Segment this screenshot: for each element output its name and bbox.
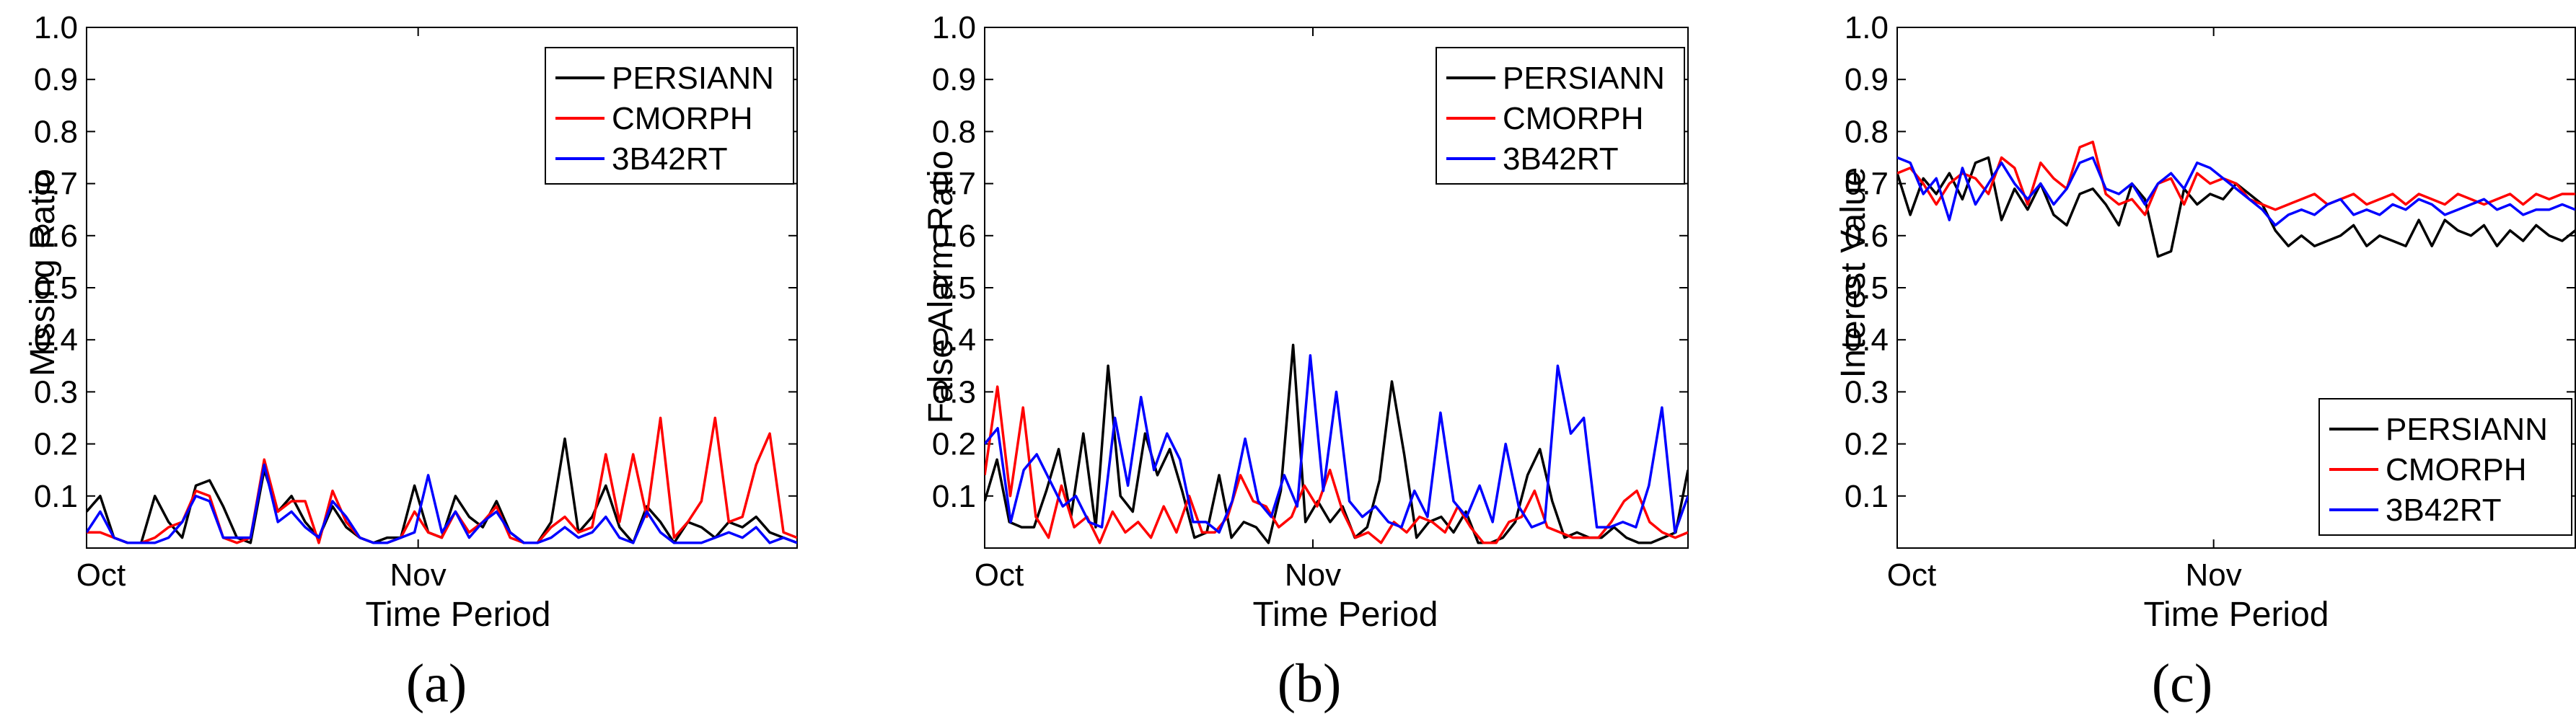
y-tick-label-b: 1.0 [932, 10, 976, 45]
legend-label-cmorph-a: CMORPH [612, 101, 753, 136]
legend-label-persiann-a: PERSIANN [612, 61, 774, 96]
x-tick-label-a: Oct [76, 557, 126, 593]
plot-area-c: 0.1 0.2 0.3 0.4 0.5 0.6 0.7 0.8 0.9 1.0 Oct Nov PERS… [1845, 10, 2576, 593]
y-tick-label-b: 0.8 [932, 114, 976, 149]
panel-b: 0.1 0.2 0.3 0.4 0.5 0.6 0.7 0.8 0.9 1.0 Oct Nov PERS… [922, 10, 1689, 714]
y-tick-label-a: 0.8 [34, 114, 78, 149]
legend-label-persiann-c: PERSIANN [2386, 412, 2548, 447]
plot-area-a: 0.1 0.2 0.3 0.4 0.5 0.6 0.7 0.8 0.9 1.0 Oct Nov PERS… [34, 10, 798, 593]
y-tick-label-a: 0.3 [34, 374, 78, 410]
series-line-cmorph-c [1897, 141, 2575, 216]
panel-c: 0.1 0.2 0.3 0.4 0.5 0.6 0.7 0.8 0.9 1.0 Oct Nov PERS… [1834, 10, 2576, 714]
series-line-cmorph-a [87, 416, 797, 544]
x-tick-label-c: Oct [1887, 557, 1936, 593]
y-tick-label-b: 0.5 [932, 270, 976, 306]
series-group-b [985, 343, 1688, 544]
legend-box-c [2318, 398, 2572, 536]
series-line-cmorph-b [985, 385, 1688, 544]
y-tick-label-c: 0.9 [1845, 62, 1889, 97]
x-axis-label-c: Time Period [2144, 596, 2329, 634]
legend-c: PERSIANN CMORPH 3B42RT [2318, 398, 2572, 536]
y-axis-label-a: Missing Ratio [24, 169, 62, 376]
y-tick-label-c: 1.0 [1845, 10, 1889, 45]
legend-label-3b42rt-c: 3B42RT [2386, 493, 2502, 528]
series-group-c [1897, 141, 2575, 258]
y-tick-label-c: 0.8 [1845, 114, 1889, 149]
x-tick-label-a: Nov [390, 557, 447, 593]
x-axis-label-b: Time Period [1253, 596, 1438, 634]
x-tick-label-b: Nov [1285, 557, 1341, 593]
y-tick-label-b: 0.4 [932, 322, 976, 358]
legend-label-3b42rt-b: 3B42RT [1503, 141, 1619, 177]
y-tick-label-a: 0.7 [34, 167, 78, 202]
y-axis-label-c: Interest Value [1834, 167, 1873, 379]
legend-box-b [1436, 47, 1685, 185]
series-line-persiann-c [1897, 156, 2575, 258]
y-tick-label-b: 0.1 [932, 479, 976, 514]
y-tick-label-c: 0.6 [1845, 218, 1889, 254]
y-tick-label-c: 0.7 [1845, 167, 1889, 202]
panel-label-b: (b) [1278, 653, 1342, 714]
legend-box-a [545, 47, 794, 185]
y-tick-label-a: 0.2 [34, 427, 78, 462]
series-group-a [87, 416, 797, 544]
legend-label-cmorph-b: CMORPH [1503, 101, 1644, 136]
panel-a: 0.1 0.2 0.3 0.4 0.5 0.6 0.7 0.8 0.9 1.0 Oct Nov PERS… [24, 10, 798, 714]
legend-a: PERSIANN CMORPH 3B42RT [545, 47, 794, 185]
panel-label-a: (a) [406, 653, 467, 714]
plot-area-b: 0.1 0.2 0.3 0.4 0.5 0.6 0.7 0.8 0.9 1.0 Oct Nov PERS… [932, 10, 1689, 593]
y-tick-label-c: 0.1 [1845, 479, 1889, 514]
y-axis-label-b: False Alarm Ratio [922, 151, 960, 424]
y-tick-label-c: 0.2 [1845, 427, 1889, 462]
series-line-3b42rt-a [87, 463, 797, 544]
legend-label-3b42rt-a: 3B42RT [612, 141, 728, 177]
y-tick-label-b: 0.2 [932, 427, 976, 462]
y-tick-label-a: 0.6 [34, 218, 78, 254]
y-tick-label-a: 0.9 [34, 62, 78, 97]
series-line-3b42rt-c [1897, 156, 2575, 227]
legend-label-persiann-b: PERSIANN [1503, 61, 1665, 96]
x-tick-label-c: Nov [2186, 557, 2242, 593]
y-tick-label-a: 1.0 [34, 10, 78, 45]
y-tick-label-c: 0.4 [1845, 322, 1889, 358]
x-axis-label-a: Time Period [366, 596, 551, 634]
y-tick-label-b: 0.3 [932, 374, 976, 410]
x-tick-label-b: Oct [975, 557, 1024, 593]
y-tick-label-c: 0.5 [1845, 270, 1889, 306]
y-tick-label-b: 0.7 [932, 167, 976, 202]
y-tick-label-b: 0.6 [932, 218, 976, 254]
legend-b: PERSIANN CMORPH 3B42RT [1436, 47, 1685, 185]
series-line-persiann-b [985, 343, 1688, 544]
legend-label-cmorph-c: CMORPH [2386, 452, 2527, 487]
y-tick-label-b: 0.9 [932, 62, 976, 97]
y-tick-label-a: 0.5 [34, 270, 78, 306]
panel-label-c: (c) [2152, 653, 2212, 714]
y-tick-label-a: 0.4 [34, 322, 78, 358]
y-tick-label-a: 0.1 [34, 479, 78, 514]
series-line-3b42rt-b [985, 354, 1688, 534]
y-tick-label-c: 0.3 [1845, 374, 1889, 410]
